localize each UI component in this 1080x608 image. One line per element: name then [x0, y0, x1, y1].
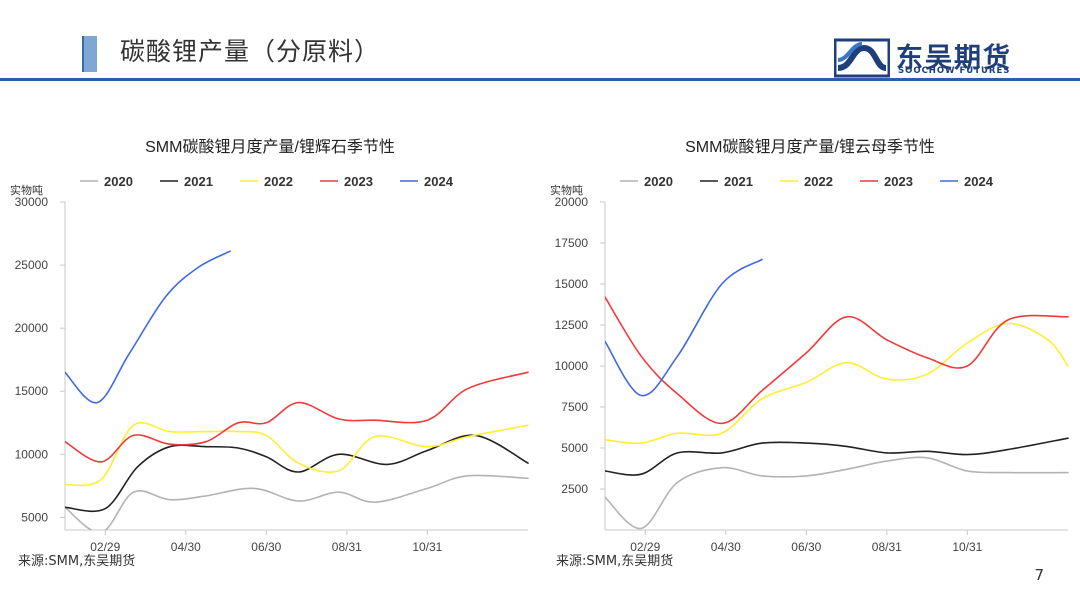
legend-label-2023: 2023 — [884, 174, 913, 189]
y-tick-label: 5000 — [561, 441, 588, 455]
plot-area — [605, 258, 1069, 530]
series-line-2022 — [605, 322, 1069, 445]
chart-spodumene-svg: SMM碳酸锂月度产量/锂辉石季节性 2020 2021 2022 2023 2024 实物吨… — [10, 138, 529, 554]
title-accent-bar — [82, 36, 97, 72]
legend-label-2024: 2024 — [424, 174, 454, 189]
x-tick-label: 02/29 — [630, 540, 660, 554]
chart-title: SMM碳酸锂月度产量/锂云母季节性 — [685, 138, 935, 156]
page-number: 7 — [1034, 566, 1044, 584]
y-tick-label: 12500 — [555, 318, 589, 332]
chart-lepidolite-source: 来源:SMM,东吴期货 — [556, 554, 674, 569]
series-line-2024 — [605, 258, 763, 397]
legend-label-2022: 2022 — [264, 174, 293, 189]
series-line-2024 — [65, 250, 231, 404]
legend-label-2021: 2021 — [724, 174, 753, 189]
x-tick-label: 02/29 — [90, 540, 120, 554]
y-tick-label: 5000 — [21, 510, 48, 524]
y-tick-label: 7500 — [561, 400, 588, 414]
y-tick-label: 10000 — [15, 447, 49, 461]
chart-legend: 2020 2021 2022 2023 2024 — [620, 174, 994, 189]
logo-mark-icon — [834, 38, 890, 78]
chart-spodumene-source: 来源:SMM,东吴期货 — [18, 554, 136, 569]
x-tick-label: 04/30 — [711, 540, 741, 554]
series-line-2022 — [65, 421, 529, 487]
series-line-2020 — [605, 456, 1069, 530]
series-line-2021 — [65, 434, 529, 513]
logo-chinese-text: 东吴期货 — [896, 43, 1012, 74]
chart-lepidolite: SMM碳酸锂月度产量/锂云母季节性 2020 2021 2022 2023 2024 实物吨… — [540, 130, 1069, 570]
plot-area — [65, 250, 529, 530]
chart-lepidolite-svg: SMM碳酸锂月度产量/锂云母季节性 2020 2021 2022 2023 2024 实物吨… — [550, 138, 1069, 554]
chart-legend: 2020 2021 2022 2023 2024 — [80, 174, 454, 189]
y-tick-label: 20000 — [15, 321, 49, 335]
x-tick-label: 10/31 — [412, 540, 442, 554]
chart-spodumene: SMM碳酸锂月度产量/锂辉石季节性 2020 2021 2022 2023 2024 实物吨… — [0, 130, 529, 570]
y-tick-label: 30000 — [15, 195, 49, 209]
logo-english-text: SOOCHOW FUTURES — [898, 66, 1011, 76]
y-axis-label: 实物吨 — [550, 183, 583, 197]
y-tick-label: 17500 — [555, 236, 589, 250]
y-tick-label: 25000 — [15, 258, 49, 272]
series-line-2020 — [65, 474, 529, 530]
y-tick-label: 15000 — [555, 277, 589, 291]
series-line-2023 — [605, 296, 1069, 425]
y-tick-label: 15000 — [15, 384, 49, 398]
x-tick-label: 08/31 — [872, 540, 902, 554]
series-line-2023 — [65, 371, 529, 463]
legend-label-2024: 2024 — [964, 174, 994, 189]
y-tick-label: 20000 — [555, 195, 589, 209]
legend-label-2021: 2021 — [184, 174, 213, 189]
x-tick-label: 08/31 — [332, 540, 362, 554]
legend-label-2020: 2020 — [104, 174, 133, 189]
y-axis-label: 实物吨 — [10, 183, 43, 197]
chart-title: SMM碳酸锂月度产量/锂辉石季节性 — [145, 138, 395, 156]
legend-label-2022: 2022 — [804, 174, 833, 189]
x-tick-label: 04/30 — [171, 540, 201, 554]
series-line-2021 — [605, 437, 1069, 476]
x-tick-label: 10/31 — [952, 540, 982, 554]
header-divider — [0, 78, 1080, 81]
x-tick-label: 06/30 — [791, 540, 821, 554]
x-tick-label: 06/30 — [251, 540, 281, 554]
y-tick-label: 2500 — [561, 482, 588, 496]
legend-label-2023: 2023 — [344, 174, 373, 189]
y-tick-label: 10000 — [555, 359, 589, 373]
page-title: 碳酸锂产量（分原料） — [120, 37, 381, 66]
legend-label-2020: 2020 — [644, 174, 673, 189]
company-logo: 东吴期货 SOOCHOW FUTURES — [834, 38, 1034, 78]
